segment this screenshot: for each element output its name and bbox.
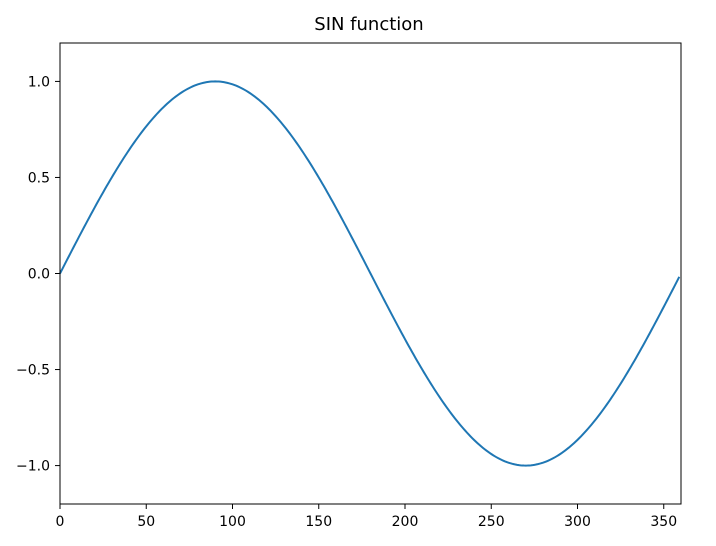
- data-point: [577, 439, 579, 441]
- data-point: [370, 273, 372, 275]
- x-tick-label: 0: [56, 514, 65, 530]
- y-tick-label: 1.0: [28, 74, 50, 90]
- data-point: [473, 439, 475, 441]
- sin-series-line: [59, 80, 681, 467]
- y-axis: 1.0 0.5 0.0 −0.5 −1.0: [16, 74, 60, 475]
- x-tick-label: 250: [478, 514, 505, 530]
- data-point: [318, 176, 320, 178]
- x-tick-label: 200: [392, 514, 419, 530]
- data-point: [602, 408, 604, 410]
- data-point: [395, 322, 397, 324]
- x-tick-label: 100: [219, 514, 246, 530]
- y-tick-label: 0.5: [28, 170, 50, 186]
- data-point: [214, 80, 216, 82]
- data-point: [654, 322, 656, 324]
- x-tick-label: 50: [137, 514, 155, 530]
- data-point: [240, 87, 242, 89]
- x-tick-label: 300: [564, 514, 591, 530]
- chart-title: SIN function: [314, 14, 423, 35]
- data-point: [628, 369, 630, 371]
- data-point: [163, 106, 165, 108]
- data-point: [292, 137, 294, 139]
- data-point: [111, 176, 113, 178]
- x-axis: 0 50 100 150 200 250 300 350: [56, 504, 677, 530]
- data-point: [678, 276, 680, 278]
- data-point: [137, 137, 139, 139]
- y-tick-label: −0.5: [16, 363, 50, 379]
- data-point: [85, 223, 87, 225]
- y-tick-label: 0.0: [28, 267, 50, 283]
- data-point: [266, 106, 268, 108]
- plot-frame: [59, 42, 682, 505]
- data-point: [447, 408, 449, 410]
- data-point: [551, 458, 553, 460]
- data-point: [344, 223, 346, 225]
- x-tick-label: 150: [305, 514, 332, 530]
- data-point: [421, 369, 423, 371]
- y-tick-label: −1.0: [16, 459, 50, 475]
- data-point: [188, 87, 190, 89]
- x-tick-label: 350: [650, 514, 677, 530]
- data-point: [499, 458, 501, 460]
- data-point: [525, 465, 527, 467]
- data-point: [59, 273, 61, 275]
